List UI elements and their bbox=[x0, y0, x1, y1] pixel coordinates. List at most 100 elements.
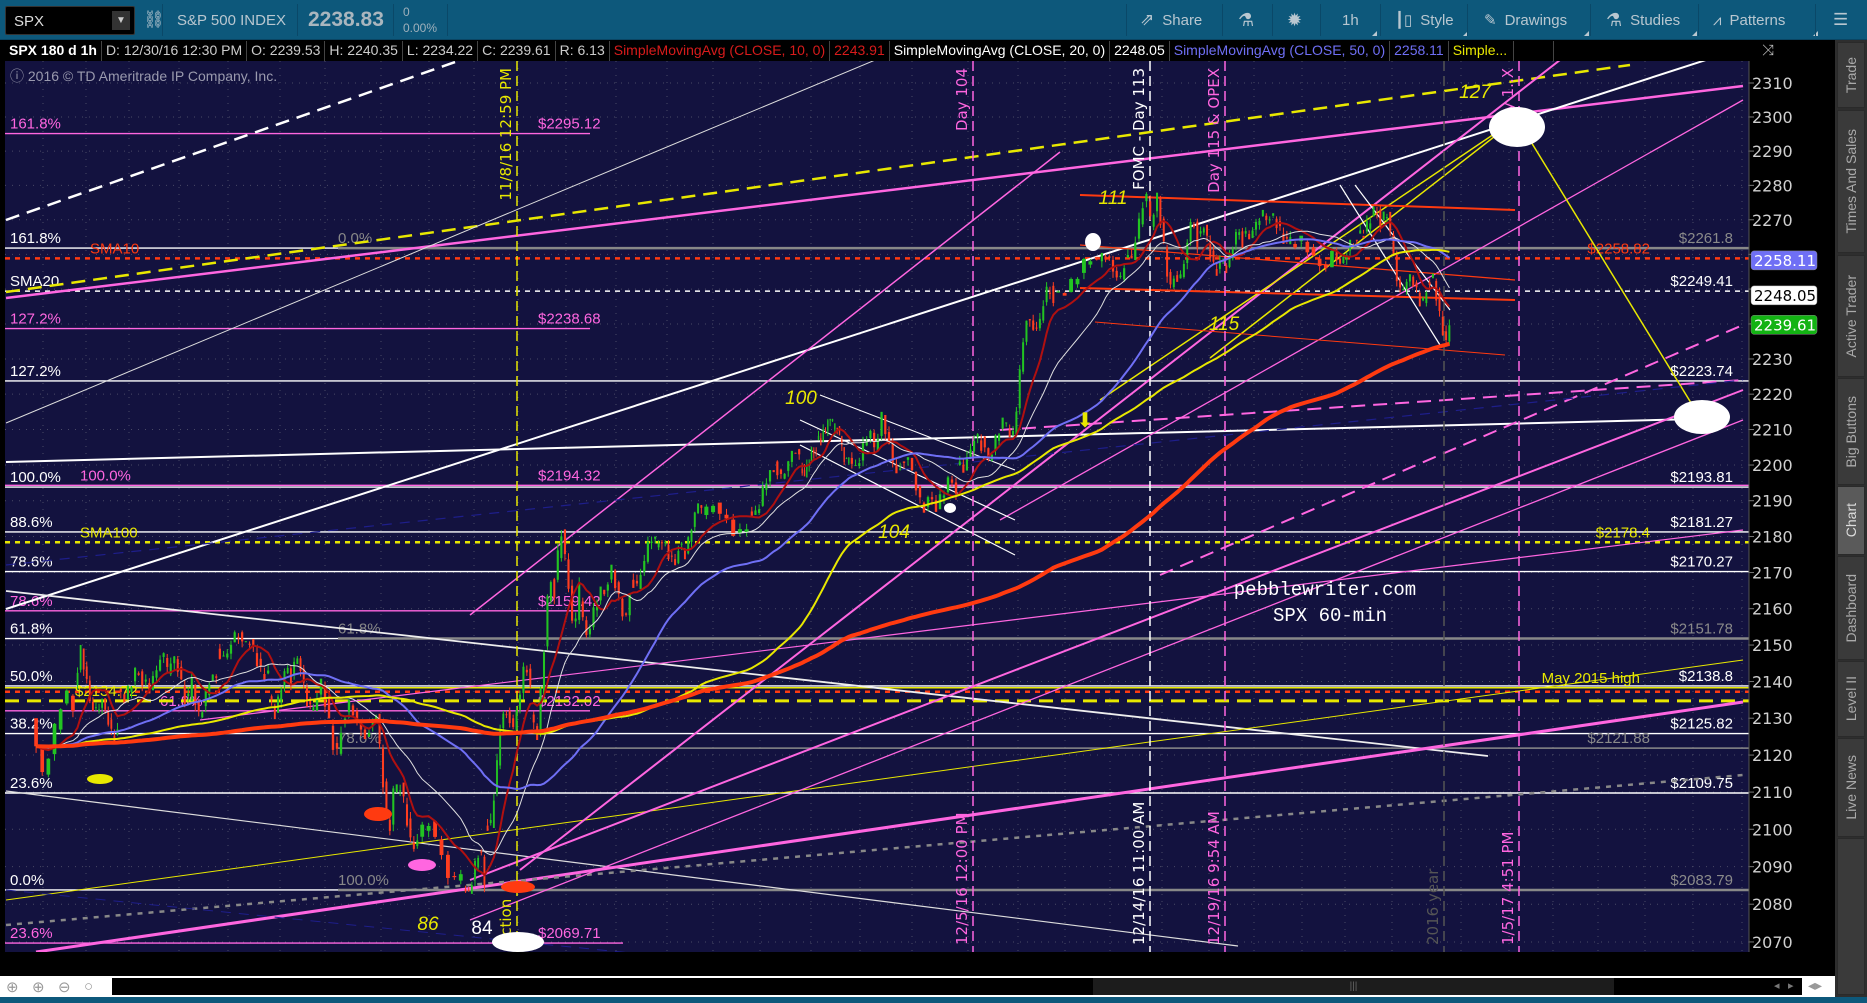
highlight-oval[interactable] bbox=[501, 881, 535, 893]
trendline[interactable] bbox=[469, 151, 1061, 616]
level-right-label: $2125.82 bbox=[1670, 716, 1733, 733]
price-level[interactable]: 100.0% $2194.32 bbox=[5, 467, 1749, 486]
flask-button[interactable]: ⚗ bbox=[1238, 0, 1254, 40]
trendline[interactable] bbox=[5, 790, 1239, 947]
trendline[interactable] bbox=[519, 60, 1561, 871]
fit-studies-icon[interactable]: ⤨ bbox=[1762, 42, 1775, 59]
tab-level-ii[interactable]: Level II bbox=[1837, 661, 1865, 737]
tab-live-news[interactable]: Live News bbox=[1837, 738, 1865, 837]
trendline[interactable] bbox=[5, 84, 1744, 300]
share-button[interactable]: ⇗ Share bbox=[1140, 10, 1203, 29]
price-level[interactable]: 38.2% $2125.82 bbox=[5, 716, 1749, 735]
price-level[interactable]: 127.2% $2223.74 bbox=[5, 363, 1749, 382]
trendline[interactable] bbox=[1339, 184, 1441, 346]
menu-button[interactable]: ☰ bbox=[1833, 0, 1848, 40]
trendline[interactable] bbox=[1354, 184, 1451, 311]
study-sma20-name[interactable]: SimpleMovingAvg (CLOSE, 20, 0) bbox=[890, 41, 1111, 61]
highlight-oval[interactable] bbox=[492, 932, 544, 952]
price-level[interactable]: SMA20 $2249.41 bbox=[5, 273, 1749, 292]
trendline[interactable] bbox=[1079, 244, 1516, 281]
day-count-label: 104 bbox=[878, 522, 910, 543]
candle bbox=[553, 579, 556, 598]
price-level[interactable]: SMA100 $2178.4 bbox=[5, 524, 1749, 544]
trendline[interactable] bbox=[5, 379, 1744, 566]
expand-time-icon[interactable]: ◂▸ bbox=[1808, 977, 1823, 993]
study-sma50-name[interactable]: SimpleMovingAvg (CLOSE, 50, 0) bbox=[1170, 41, 1391, 61]
trendline[interactable] bbox=[999, 379, 1744, 431]
trendline[interactable] bbox=[5, 659, 1744, 901]
chevron-down-icon[interactable]: ▼ bbox=[112, 11, 130, 30]
study-sma10-name[interactable]: SimpleMovingAvg (CLOSE, 10, 0) bbox=[610, 41, 831, 61]
study-more-name[interactable]: Simple... bbox=[1449, 41, 1515, 61]
trendline[interactable] bbox=[999, 99, 1744, 521]
trendline[interactable] bbox=[199, 529, 1744, 721]
trendline[interactable] bbox=[1099, 129, 1501, 401]
symbol-selector[interactable]: SPX ▼ bbox=[5, 6, 135, 35]
style-button[interactable]: ┃▯ Style bbox=[1395, 0, 1468, 40]
candle bbox=[486, 825, 489, 831]
bar-close: C: 2239.61 bbox=[478, 41, 556, 61]
settings-button[interactable]: ✹ bbox=[1287, 0, 1302, 40]
zoom-out-icon[interactable]: ⊖ bbox=[58, 979, 71, 996]
candle bbox=[180, 666, 183, 680]
zoom-in-icon[interactable]: ⊕ bbox=[32, 979, 45, 996]
link-icon[interactable]: ⛓ bbox=[143, 10, 165, 29]
time-scrollbar[interactable]: ||| ◂ ▸ bbox=[112, 978, 1802, 995]
tab-big-buttons[interactable]: Big Buttons bbox=[1837, 378, 1865, 485]
scrollbar-thumb[interactable]: ||| bbox=[1093, 978, 1614, 995]
price-level[interactable]: 161.8% $2295.12 bbox=[5, 116, 601, 135]
price-level[interactable]: 161.8% 0.0% $2261.8 bbox=[5, 230, 1749, 250]
trendline[interactable] bbox=[35, 700, 1744, 952]
trendline[interactable] bbox=[5, 773, 1744, 927]
candle bbox=[542, 652, 546, 695]
candle bbox=[222, 655, 225, 657]
trendline[interactable] bbox=[1209, 118, 1518, 359]
price-level[interactable]: 100.0% $2193.81 bbox=[5, 469, 1749, 488]
trendline[interactable] bbox=[5, 48, 1743, 610]
trendline[interactable] bbox=[469, 389, 1744, 881]
highlight-oval[interactable] bbox=[1085, 233, 1101, 251]
candle bbox=[194, 685, 197, 705]
trendline[interactable] bbox=[5, 42, 512, 222]
tab-trade[interactable]: Trade bbox=[1837, 42, 1865, 108]
price-level[interactable]: 50.0% $2138.8 bbox=[5, 668, 1749, 687]
trendline[interactable] bbox=[1516, 118, 1697, 412]
trendline[interactable] bbox=[799, 419, 1016, 521]
tab-chart[interactable]: Chart bbox=[1837, 486, 1865, 555]
price-level[interactable]: 78.6%$2170.27 bbox=[5, 554, 1749, 573]
candle bbox=[776, 461, 779, 476]
tab-dashboard[interactable]: Dashboard bbox=[1837, 556, 1865, 660]
candle bbox=[820, 438, 822, 446]
trendline[interactable] bbox=[1159, 324, 1744, 576]
candle bbox=[810, 446, 813, 463]
trendline[interactable] bbox=[5, 63, 1631, 294]
crosshair-icon[interactable]: ⊕ bbox=[6, 979, 19, 996]
trendline[interactable] bbox=[1094, 321, 1506, 356]
trendline[interactable] bbox=[5, 48, 904, 424]
drawings-button[interactable]: ✎ Drawings bbox=[1484, 0, 1589, 40]
trendline[interactable] bbox=[5, 889, 700, 960]
reset-zoom-icon[interactable]: ○ bbox=[84, 978, 94, 995]
scroll-right-icon[interactable]: ▸ bbox=[1788, 980, 1794, 992]
timeframe-button[interactable]: 1h bbox=[1342, 0, 1377, 40]
studies-button[interactable]: ⚗ Studies bbox=[1606, 0, 1697, 40]
highlight-oval[interactable] bbox=[364, 807, 392, 821]
trendline[interactable] bbox=[5, 590, 1489, 757]
tab-active-trader[interactable]: Active Trader bbox=[1837, 255, 1865, 377]
highlight-oval[interactable] bbox=[1489, 107, 1545, 147]
trendline[interactable] bbox=[1079, 194, 1516, 211]
price-level[interactable]: 127.2% $2238.68 bbox=[5, 311, 601, 330]
scroll-left-icon[interactable]: ◂ bbox=[1774, 980, 1780, 992]
highlight-oval[interactable] bbox=[87, 774, 113, 784]
trendline[interactable] bbox=[469, 419, 1744, 921]
tab-times-and-sales[interactable]: Times And Sales bbox=[1837, 110, 1865, 253]
price-level[interactable]: 0.0% 100.0% $2083.79 bbox=[5, 872, 1749, 892]
highlight-oval[interactable] bbox=[408, 859, 436, 871]
price-level[interactable]: SMA10 $2258.82 bbox=[5, 240, 1749, 260]
highlight-oval[interactable] bbox=[944, 503, 956, 513]
candle bbox=[1145, 193, 1148, 202]
trendline[interactable] bbox=[799, 444, 1016, 556]
highlight-oval[interactable] bbox=[1674, 400, 1730, 434]
price-level[interactable]: 61.8% 61.8% $2151.78 bbox=[5, 621, 1749, 640]
